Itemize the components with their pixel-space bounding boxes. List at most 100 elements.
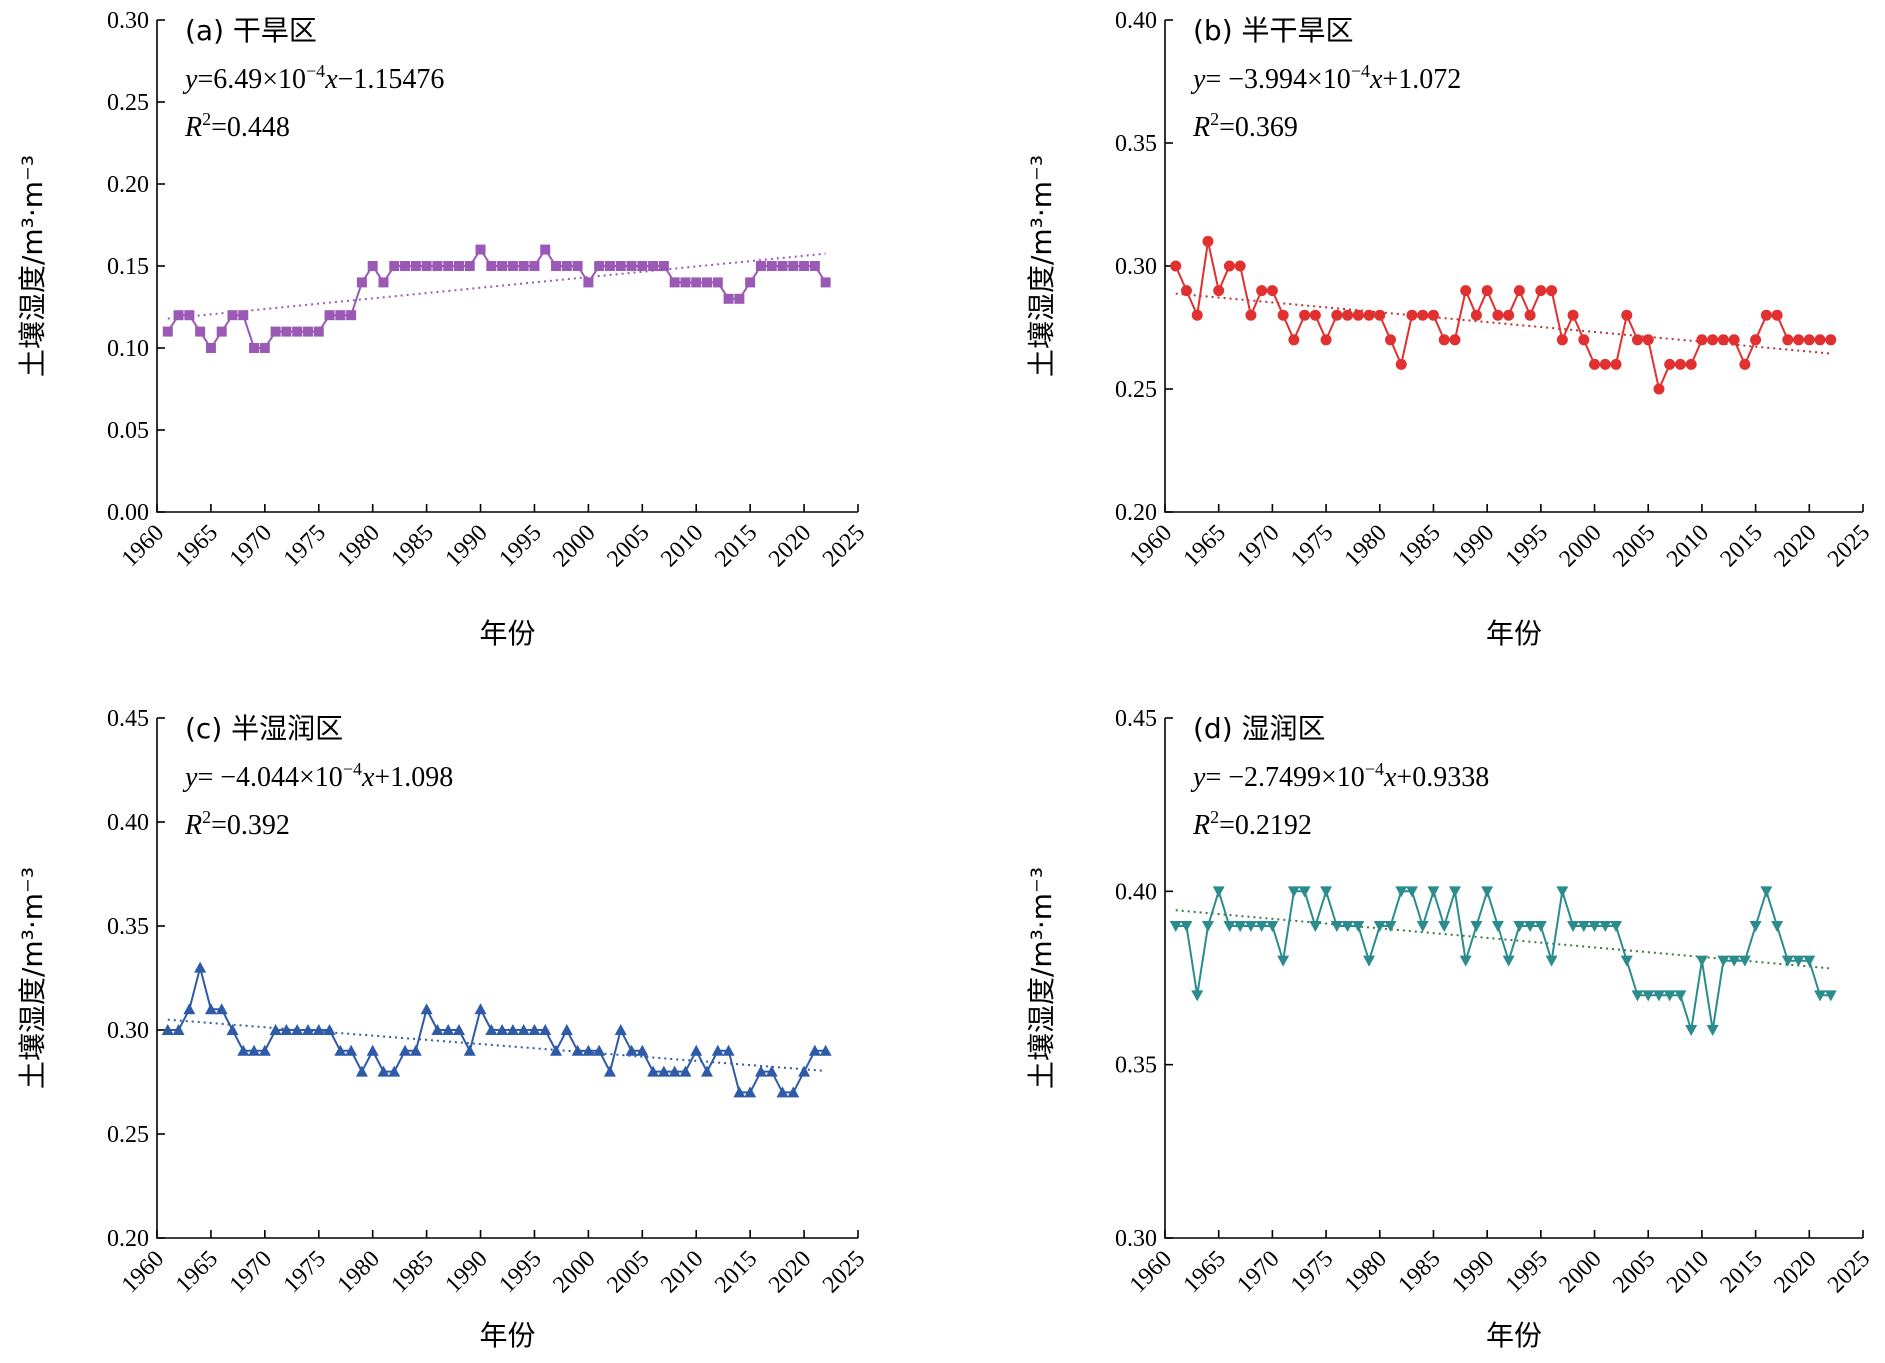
data-point [560,1024,573,1035]
data-point [1180,285,1192,297]
data-point [346,310,357,321]
data-point [1750,334,1762,346]
y-tick-label: 0.30 [1115,1226,1157,1252]
data-point [1545,955,1558,967]
x-tick-label: 2010 [1662,1246,1714,1298]
data-point [1642,334,1654,346]
panel-title: (b) 半干旱区 [1193,14,1354,47]
data-point [1652,990,1665,1002]
regression-equation: y= −3.994×10−4x+1.072 [1190,61,1461,95]
y-tick-label: 0.40 [107,810,149,836]
x-tick-label: 1995 [1501,1246,1553,1298]
data-point [799,261,810,271]
data-point [582,1044,595,1056]
data-point [443,261,454,271]
data-point [734,293,745,304]
data-point [1599,921,1612,932]
data-point [248,1044,261,1056]
r-value: =0.392 [211,810,290,841]
data-point [1535,285,1547,297]
x-tick-label: 1960 [117,520,169,572]
x-tick-label: 2005 [1608,520,1660,572]
data-point [669,277,680,288]
data-point [1653,383,1665,395]
data-point [1685,1025,1698,1036]
x-tick-label: 1970 [225,520,277,572]
data-point [506,1024,519,1035]
x-tick-label: 2020 [764,1246,816,1298]
data-point [1363,309,1375,321]
x-tick-label: 1965 [1179,520,1231,572]
x-tick-label: 1995 [494,520,546,572]
data-point [1191,309,1203,321]
y-tick-label: 0.40 [1115,8,1157,34]
data-point [1814,990,1827,1002]
data-point [1695,955,1708,967]
data-point [1524,921,1537,932]
data-point [1674,358,1686,370]
data-point [215,1003,228,1015]
equation-exp: −4 [1351,61,1370,81]
x-tick-label: 1990 [440,1246,492,1298]
data-point [1685,358,1697,370]
axes-frame [156,718,858,1239]
data-point [1320,334,1332,346]
x-tick-label: 1970 [1232,1246,1284,1298]
data-point [1481,886,1494,898]
data-point [1320,886,1333,898]
data-point [486,261,497,271]
data-point [744,1086,757,1098]
data-point [1803,334,1815,346]
data-point [1760,886,1773,898]
data-point [1352,921,1365,932]
data-point [1342,309,1354,321]
y-tick-label: 0.25 [1115,377,1157,403]
x-tick-label: 2020 [1769,520,1821,572]
data-point [1642,990,1655,1002]
r-sup: 2 [202,807,211,827]
y-axis-title: 土壤湿度/m³·m⁻³ [16,867,49,1089]
y-tick-label: 0.45 [1115,706,1157,732]
data-point [420,1003,433,1015]
panel-d: 0.30 0.35 0.40 0.45 1960 1965 1970 1975 1980 1985… [1025,706,1875,1352]
x-tick-label: 2025 [1823,520,1875,572]
x-tick-label: 1960 [1125,1246,1177,1298]
data-point [377,1065,390,1077]
data-point [614,1024,627,1035]
data-point [679,1065,692,1077]
x-tick-label: 1965 [171,1246,223,1298]
data-point [1277,955,1290,967]
regression-equation: y= −4.044×10−4x+1.098 [182,759,453,793]
data-point [1492,309,1504,321]
equation-coef: = −4.044×10 [197,762,342,793]
y-tick-label: 0.35 [107,914,149,940]
data-point [1223,260,1235,272]
data-point [1180,921,1193,932]
data-point [238,310,249,321]
data-point [1577,921,1590,932]
x-tick-label: 2010 [656,1246,708,1298]
data-point [754,1065,767,1077]
equation-intercept: +0.9338 [1396,762,1489,793]
x-axis-title: 年份 [479,617,535,650]
x-tick-label: 1980 [333,520,385,572]
y-tick-label: 0.30 [1115,254,1157,280]
data-point [691,277,702,288]
data-point [1438,921,1451,932]
data-point [497,261,508,271]
equation-exp: −4 [1365,759,1384,779]
data-point [184,310,195,321]
data-point [1814,334,1826,346]
x-tick-label: 1995 [494,1246,546,1298]
data-point [787,1086,800,1098]
data-point [1459,955,1472,967]
r-value: =0.2192 [1219,810,1312,841]
data-point [1427,309,1439,321]
data-point [1234,921,1247,932]
data-point [1824,990,1837,1002]
data-point [432,261,443,271]
data-point [755,261,766,271]
data-point [301,1024,314,1035]
equation-x: x [1383,762,1397,793]
x-tick-label: 2015 [710,1246,762,1298]
